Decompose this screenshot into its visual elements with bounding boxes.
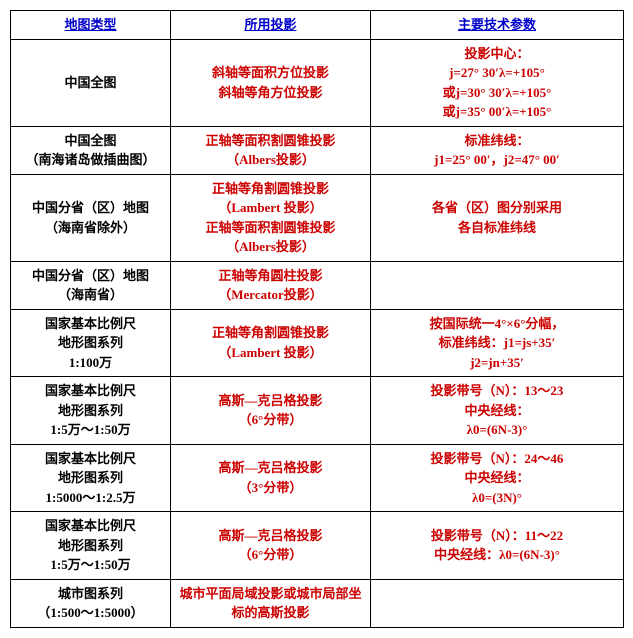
table-row: 国家基本比例尺地形图系列1:100万正轴等角割圆锥投影（Lambert 投影）按…	[11, 309, 624, 377]
cell-parameters	[371, 261, 624, 309]
cell-projection: 高斯—克吕格投影（3°分带）	[171, 444, 371, 512]
cell-map-type: 国家基本比例尺地形图系列1:5万～1:50万	[11, 377, 171, 445]
cell-map-type: 国家基本比例尺地形图系列1:5万～1:50万	[11, 512, 171, 580]
cell-projection: 正轴等角割圆锥投影（Lambert 投影）正轴等面积割圆锥投影（Albers投影…	[171, 174, 371, 261]
projection-table: 地图类型 所用投影 主要技术参数 中国全图斜轴等面积方位投影斜轴等角方位投影投影…	[10, 10, 624, 628]
table-row: 国家基本比例尺地形图系列1:5000～1:2.5万高斯—克吕格投影（3°分带）投…	[11, 444, 624, 512]
cell-parameters: 各省（区）图分别采用各自标准纬线	[371, 174, 624, 261]
header-map-type: 地图类型	[11, 11, 171, 40]
table-row: 中国分省（区）地图（海南省除外）正轴等角割圆锥投影（Lambert 投影）正轴等…	[11, 174, 624, 261]
table-header-row: 地图类型 所用投影 主要技术参数	[11, 11, 624, 40]
header-parameters: 主要技术参数	[371, 11, 624, 40]
cell-parameters: 标准纬线：j1=25° 00′，j2=47° 00′	[371, 126, 624, 174]
table-row: 中国全图斜轴等面积方位投影斜轴等角方位投影投影中心：j=27° 30′λ=+10…	[11, 39, 624, 126]
cell-projection: 高斯—克吕格投影（6°分带）	[171, 512, 371, 580]
cell-projection: 城市平面局域投影或城市局部坐标的高斯投影	[171, 579, 371, 627]
cell-projection: 高斯—克吕格投影（6°分带）	[171, 377, 371, 445]
table-row: 城市图系列（1:500～1:5000）城市平面局域投影或城市局部坐标的高斯投影	[11, 579, 624, 627]
table-row: 国家基本比例尺地形图系列1:5万～1:50万高斯—克吕格投影（6°分带）投影带号…	[11, 512, 624, 580]
cell-map-type: 中国分省（区）地图（海南省除外）	[11, 174, 171, 261]
cell-projection: 正轴等角割圆锥投影（Lambert 投影）	[171, 309, 371, 377]
cell-projection: 正轴等面积割圆锥投影（Albers投影）	[171, 126, 371, 174]
cell-map-type: 国家基本比例尺地形图系列1:5000～1:2.5万	[11, 444, 171, 512]
table-row: 国家基本比例尺地形图系列1:5万～1:50万高斯—克吕格投影（6°分带）投影带号…	[11, 377, 624, 445]
table-row: 中国全图（南海诸岛做插曲图）正轴等面积割圆锥投影（Albers投影）标准纬线：j…	[11, 126, 624, 174]
cell-map-type: 中国全图	[11, 39, 171, 126]
cell-parameters	[371, 579, 624, 627]
cell-map-type: 中国分省（区）地图（海南省）	[11, 261, 171, 309]
cell-projection: 斜轴等面积方位投影斜轴等角方位投影	[171, 39, 371, 126]
cell-parameters: 投影带号（N）：24～46中央经线：λ0=(3N)°	[371, 444, 624, 512]
cell-parameters: 投影中心：j=27° 30′λ=+105°或j=30° 30′λ=+105°或j…	[371, 39, 624, 126]
cell-parameters: 投影带号（N）：11～22中央经线：λ0=(6N-3)°	[371, 512, 624, 580]
cell-map-type: 中国全图（南海诸岛做插曲图）	[11, 126, 171, 174]
header-projection: 所用投影	[171, 11, 371, 40]
table-row: 中国分省（区）地图（海南省）正轴等角圆柱投影（Mercator投影）	[11, 261, 624, 309]
cell-projection: 正轴等角圆柱投影（Mercator投影）	[171, 261, 371, 309]
cell-map-type: 国家基本比例尺地形图系列1:100万	[11, 309, 171, 377]
cell-parameters: 按国际统一4°×6°分幅，标准纬线：j1=js+35′j2=jn+35′	[371, 309, 624, 377]
cell-map-type: 城市图系列（1:500～1:5000）	[11, 579, 171, 627]
cell-parameters: 投影带号（N）：13～23中央经线：λ0=(6N-3)°	[371, 377, 624, 445]
table-body: 中国全图斜轴等面积方位投影斜轴等角方位投影投影中心：j=27° 30′λ=+10…	[11, 39, 624, 627]
